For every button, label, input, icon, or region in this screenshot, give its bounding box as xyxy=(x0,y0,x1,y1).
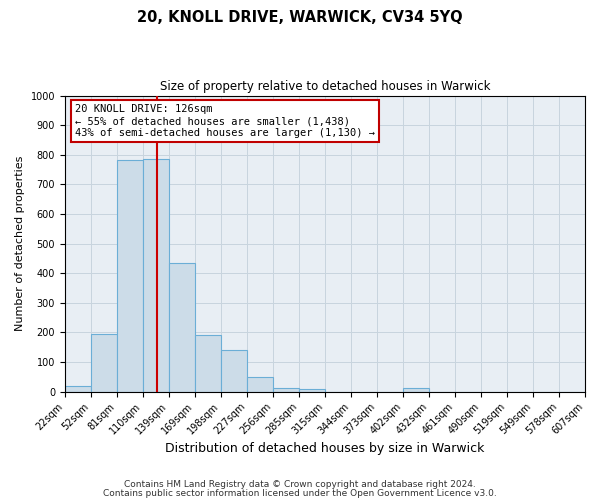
Text: Contains HM Land Registry data © Crown copyright and database right 2024.: Contains HM Land Registry data © Crown c… xyxy=(124,480,476,489)
Bar xyxy=(117,160,143,392)
Bar xyxy=(221,350,247,392)
X-axis label: Distribution of detached houses by size in Warwick: Distribution of detached houses by size … xyxy=(165,442,485,455)
Y-axis label: Number of detached properties: Number of detached properties xyxy=(15,156,25,332)
Bar xyxy=(143,158,169,392)
Text: 20 KNOLL DRIVE: 126sqm
← 55% of detached houses are smaller (1,438)
43% of semi-: 20 KNOLL DRIVE: 126sqm ← 55% of detached… xyxy=(75,104,375,138)
Bar xyxy=(195,336,221,392)
Text: Contains public sector information licensed under the Open Government Licence v3: Contains public sector information licen… xyxy=(103,490,497,498)
Bar xyxy=(91,334,117,392)
Bar xyxy=(247,377,273,392)
Bar xyxy=(403,388,429,392)
Title: Size of property relative to detached houses in Warwick: Size of property relative to detached ho… xyxy=(160,80,490,93)
Bar xyxy=(169,263,195,392)
Bar xyxy=(299,389,325,392)
Text: 20, KNOLL DRIVE, WARWICK, CV34 5YQ: 20, KNOLL DRIVE, WARWICK, CV34 5YQ xyxy=(137,10,463,25)
Bar xyxy=(65,386,91,392)
Bar xyxy=(273,388,299,392)
